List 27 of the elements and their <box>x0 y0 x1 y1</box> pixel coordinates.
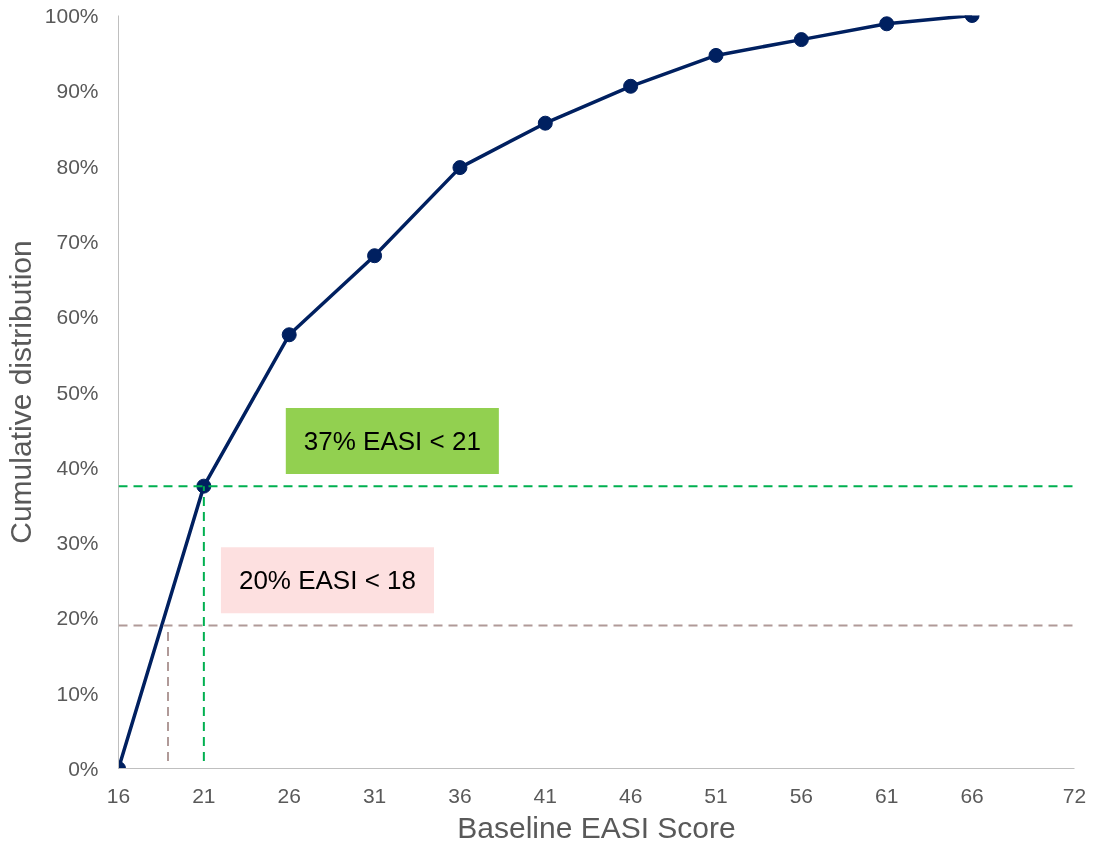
x-tick-label: 66 <box>960 783 984 807</box>
y-tick-label: 20% <box>56 606 99 630</box>
y-tick-label: 100% <box>44 4 99 27</box>
x-axis-title: Baseline EASI Score <box>457 810 736 844</box>
y-tick-label: 70% <box>56 229 99 253</box>
y-tick-label: 80% <box>56 154 99 178</box>
x-tick-label: 36 <box>448 783 472 807</box>
x-tick-label: 56 <box>789 783 814 807</box>
x-tick-label: 51 <box>704 783 728 807</box>
annotation: 37% EASI < 21 <box>303 425 481 456</box>
y-tick-label: 0% <box>68 757 99 780</box>
x-tick-label: 46 <box>618 783 643 807</box>
y-tick-label: 40% <box>56 455 99 479</box>
y-tick-label: 50% <box>56 380 99 404</box>
x-tick-label: 72 <box>1062 783 1087 807</box>
annotation: 20% EASI < 18 <box>238 565 416 596</box>
x-tick-label: 41 <box>533 783 557 807</box>
x-tick-label: 61 <box>875 783 899 807</box>
y-axis-title: Cumulative distribution <box>3 240 37 544</box>
x-tick-label: 16 <box>106 783 131 807</box>
x-tick-label: 31 <box>362 783 387 807</box>
y-tick-label: 10% <box>56 681 99 705</box>
y-tick-label: 30% <box>56 531 99 555</box>
y-tick-label: 60% <box>56 305 99 329</box>
x-tick-label: 21 <box>192 783 216 807</box>
y-tick-label: 90% <box>56 79 99 103</box>
x-tick-label: 26 <box>277 783 301 807</box>
